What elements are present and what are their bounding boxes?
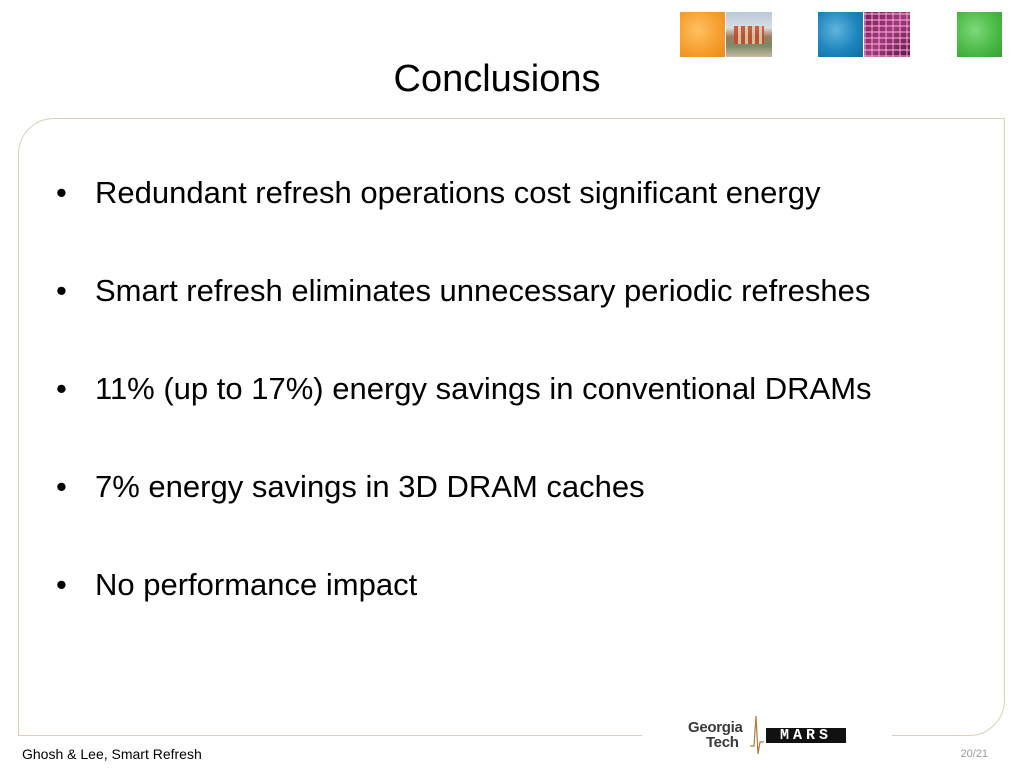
footer-citation: Ghosh & Lee, Smart Refresh xyxy=(22,746,202,762)
georgia-tech-logo: Georgia Tech xyxy=(688,720,743,750)
bullet-item: • No performance impact xyxy=(56,562,872,608)
bullet-text: Redundant refresh operations cost signif… xyxy=(95,175,821,210)
bullet-icon: • xyxy=(56,567,67,602)
content-frame xyxy=(18,118,1005,736)
green-tile xyxy=(957,12,1002,57)
bullet-text: 7% energy savings in 3D DRAM caches xyxy=(95,469,645,504)
bullet-icon: • xyxy=(56,371,67,406)
footer-logos: Georgia Tech MARS xyxy=(642,706,892,764)
bullet-item: • Smart refresh eliminates unnecessary p… xyxy=(56,268,872,314)
bullet-text: Smart refresh eliminates unnecessary per… xyxy=(95,273,871,308)
bullet-item: • 11% (up to 17%) energy savings in conv… xyxy=(56,366,872,412)
orange-tile xyxy=(680,12,725,57)
page-number: 20/21 xyxy=(960,748,988,760)
bullet-text: No performance impact xyxy=(95,567,418,602)
bullet-icon: • xyxy=(56,273,67,308)
chip-photo-tile xyxy=(864,12,910,57)
bullet-text: 11% (up to 17%) energy savings in conven… xyxy=(95,371,872,406)
bullet-list: • Redundant refresh operations cost sign… xyxy=(56,170,872,660)
pulse-line-icon xyxy=(750,715,764,755)
georgia-tech-logo-line1: Georgia xyxy=(688,719,743,736)
building-photo-tile xyxy=(726,12,772,57)
bullet-item: • Redundant refresh operations cost sign… xyxy=(56,170,872,216)
bullet-item: • 7% energy savings in 3D DRAM caches xyxy=(56,464,872,510)
mars-logo: MARS xyxy=(766,728,846,743)
bullet-icon: • xyxy=(56,175,67,210)
georgia-tech-logo-line2: Tech xyxy=(705,734,739,751)
blue-tile xyxy=(818,12,863,57)
bullet-icon: • xyxy=(56,469,67,504)
slide-title: Conclusions xyxy=(393,58,601,100)
